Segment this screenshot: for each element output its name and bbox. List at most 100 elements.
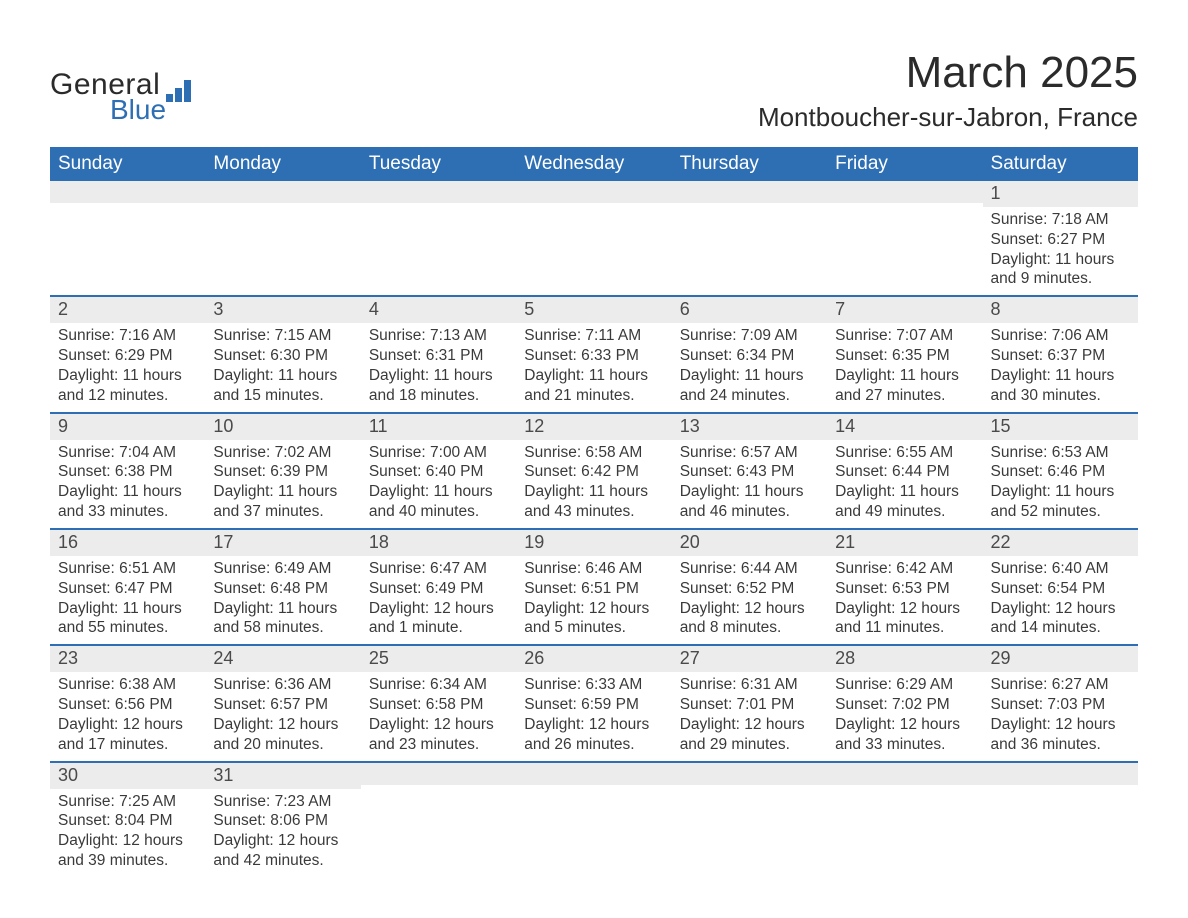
day-number-bar: 18: [361, 530, 516, 556]
calendar-cell: 14Sunrise: 6:55 AMSunset: 6:44 PMDayligh…: [827, 413, 982, 529]
day-number-bar: [50, 181, 205, 203]
day-body: Sunrise: 7:04 AMSunset: 6:38 PMDaylight:…: [50, 440, 205, 528]
day-body: Sunrise: 6:49 AMSunset: 6:48 PMDaylight:…: [205, 556, 360, 644]
day-number-bar: 3: [205, 297, 360, 323]
sunset-text: Sunset: 6:40 PM: [369, 462, 508, 482]
day-number: 17: [213, 532, 233, 552]
daylight-text: Daylight: 12 hours and 23 minutes.: [369, 715, 508, 755]
day-body: Sunrise: 6:42 AMSunset: 6:53 PMDaylight:…: [827, 556, 982, 644]
calendar-cell: 5Sunrise: 7:11 AMSunset: 6:33 PMDaylight…: [516, 296, 671, 412]
day-number: 21: [835, 532, 855, 552]
sunset-text: Sunset: 6:58 PM: [369, 695, 508, 715]
day-number-bar: 27: [672, 646, 827, 672]
day-number-bar: 10: [205, 414, 360, 440]
calendar-cell: 1Sunrise: 7:18 AMSunset: 6:27 PMDaylight…: [983, 181, 1138, 296]
day-body: Sunrise: 7:06 AMSunset: 6:37 PMDaylight:…: [983, 323, 1138, 411]
day-body: [516, 785, 671, 857]
daylight-text: Daylight: 12 hours and 1 minute.: [369, 599, 508, 639]
sunset-text: Sunset: 6:38 PM: [58, 462, 197, 482]
sunrise-text: Sunrise: 7:07 AM: [835, 326, 974, 346]
sunset-text: Sunset: 6:31 PM: [369, 346, 508, 366]
day-body: Sunrise: 7:07 AMSunset: 6:35 PMDaylight:…: [827, 323, 982, 411]
sunrise-text: Sunrise: 7:00 AM: [369, 443, 508, 463]
day-body: [827, 785, 982, 857]
day-body: [361, 203, 516, 275]
daylight-text: Daylight: 12 hours and 17 minutes.: [58, 715, 197, 755]
calendar-cell: [361, 181, 516, 296]
day-number-bar: [516, 181, 671, 203]
daylight-text: Daylight: 12 hours and 5 minutes.: [524, 599, 663, 639]
calendar-cell: 20Sunrise: 6:44 AMSunset: 6:52 PMDayligh…: [672, 529, 827, 645]
calendar-cell: 25Sunrise: 6:34 AMSunset: 6:58 PMDayligh…: [361, 645, 516, 761]
day-body: Sunrise: 7:25 AMSunset: 8:04 PMDaylight:…: [50, 789, 205, 877]
sunset-text: Sunset: 6:29 PM: [58, 346, 197, 366]
calendar-cell: [672, 762, 827, 877]
day-number: 27: [680, 648, 700, 668]
day-body: Sunrise: 6:29 AMSunset: 7:02 PMDaylight:…: [827, 672, 982, 760]
sunrise-text: Sunrise: 6:31 AM: [680, 675, 819, 695]
day-number: 1: [991, 183, 1001, 203]
day-number: 22: [991, 532, 1011, 552]
calendar-cell: 23Sunrise: 6:38 AMSunset: 6:56 PMDayligh…: [50, 645, 205, 761]
calendar-cell: [50, 181, 205, 296]
calendar-cell: 18 Sunrise: 6:47 AMSunset: 6:49 PMDayligh…: [361, 529, 516, 645]
day-body: Sunrise: 6:34 AMSunset: 6:58 PMDaylight:…: [361, 672, 516, 760]
location-label: Montboucher-sur-Jabron, France: [758, 102, 1138, 133]
calendar-cell: [983, 762, 1138, 877]
calendar-week-row: 16Sunrise: 6:51 AMSunset: 6:47 PMDayligh…: [50, 529, 1138, 645]
sunrise-text: Sunrise: 6:49 AM: [213, 559, 352, 579]
daylight-text: Daylight: 11 hours and 40 minutes.: [369, 482, 508, 522]
calendar-cell: 27 Sunrise: 6:31 AMSunset: 7:01 PMDayligh…: [672, 645, 827, 761]
day-body: Sunrise: 7:13 AMSunset: 6:31 PMDaylight:…: [361, 323, 516, 411]
day-number: 9: [58, 416, 68, 436]
day-body: Sunrise: 6:27 AMSunset: 7:03 PMDaylight:…: [983, 672, 1138, 760]
day-body: Sunrise: 6:58 AMSunset: 6:42 PMDaylight:…: [516, 440, 671, 528]
day-number-bar: 25: [361, 646, 516, 672]
daylight-text: Daylight: 11 hours and 21 minutes.: [524, 366, 663, 406]
daylight-text: Daylight: 11 hours and 9 minutes.: [991, 250, 1130, 290]
day-body: Sunrise: 7:15 AMSunset: 6:30 PMDaylight:…: [205, 323, 360, 411]
day-number-bar: [672, 763, 827, 785]
daylight-text: Daylight: 11 hours and 58 minutes.: [213, 599, 352, 639]
day-number-bar: 20: [672, 530, 827, 556]
day-body: Sunrise: 7:00 AMSunset: 6:40 PMDaylight:…: [361, 440, 516, 528]
day-number: 24: [213, 648, 233, 668]
sunset-text: Sunset: 6:52 PM: [680, 579, 819, 599]
day-number-bar: 12: [516, 414, 671, 440]
day-body: Sunrise: 6:47 AMSunset: 6:49 PMDaylight:…: [361, 556, 516, 644]
day-number-bar: 13: [672, 414, 827, 440]
day-number: 19: [524, 532, 544, 552]
sunset-text: Sunset: 6:57 PM: [213, 695, 352, 715]
calendar-cell: 16Sunrise: 6:51 AMSunset: 6:47 PMDayligh…: [50, 529, 205, 645]
day-number: 18: [369, 532, 389, 552]
day-number: 10: [213, 416, 233, 436]
sunset-text: Sunset: 6:27 PM: [991, 230, 1130, 250]
daylight-text: Daylight: 11 hours and 43 minutes.: [524, 482, 663, 522]
day-body: Sunrise: 6:44 AMSunset: 6:52 PMDaylight:…: [672, 556, 827, 644]
day-number: 28: [835, 648, 855, 668]
day-number: 16: [58, 532, 78, 552]
day-number-bar: [205, 181, 360, 203]
day-number-bar: 28: [827, 646, 982, 672]
daylight-text: Daylight: 11 hours and 37 minutes.: [213, 482, 352, 522]
calendar-week-row: 9 Sunrise: 7:04 AMSunset: 6:38 PMDaylight…: [50, 413, 1138, 529]
day-number: 31: [213, 765, 233, 785]
calendar-cell: 26Sunrise: 6:33 AMSunset: 6:59 PMDayligh…: [516, 645, 671, 761]
calendar-cell: [827, 762, 982, 877]
sunset-text: Sunset: 6:48 PM: [213, 579, 352, 599]
day-number-bar: 6: [672, 297, 827, 323]
day-body: Sunrise: 6:33 AMSunset: 6:59 PMDaylight:…: [516, 672, 671, 760]
day-number-bar: [516, 763, 671, 785]
calendar-cell: 7Sunrise: 7:07 AMSunset: 6:35 PMDaylight…: [827, 296, 982, 412]
calendar-cell: 24Sunrise: 6:36 AMSunset: 6:57 PMDayligh…: [205, 645, 360, 761]
day-body: Sunrise: 6:31 AMSunset: 7:01 PMDaylight:…: [672, 672, 827, 760]
daylight-text: Daylight: 11 hours and 52 minutes.: [991, 482, 1130, 522]
sunset-text: Sunset: 6:44 PM: [835, 462, 974, 482]
sunrise-text: Sunrise: 6:53 AM: [991, 443, 1130, 463]
daylight-text: Daylight: 11 hours and 30 minutes.: [991, 366, 1130, 406]
day-number-bar: 24: [205, 646, 360, 672]
day-number-bar: 2: [50, 297, 205, 323]
day-header: Sunday: [50, 147, 205, 181]
calendar-week-row: 30Sunrise: 7:25 AMSunset: 8:04 PMDayligh…: [50, 762, 1138, 877]
day-number: 11: [369, 416, 388, 436]
